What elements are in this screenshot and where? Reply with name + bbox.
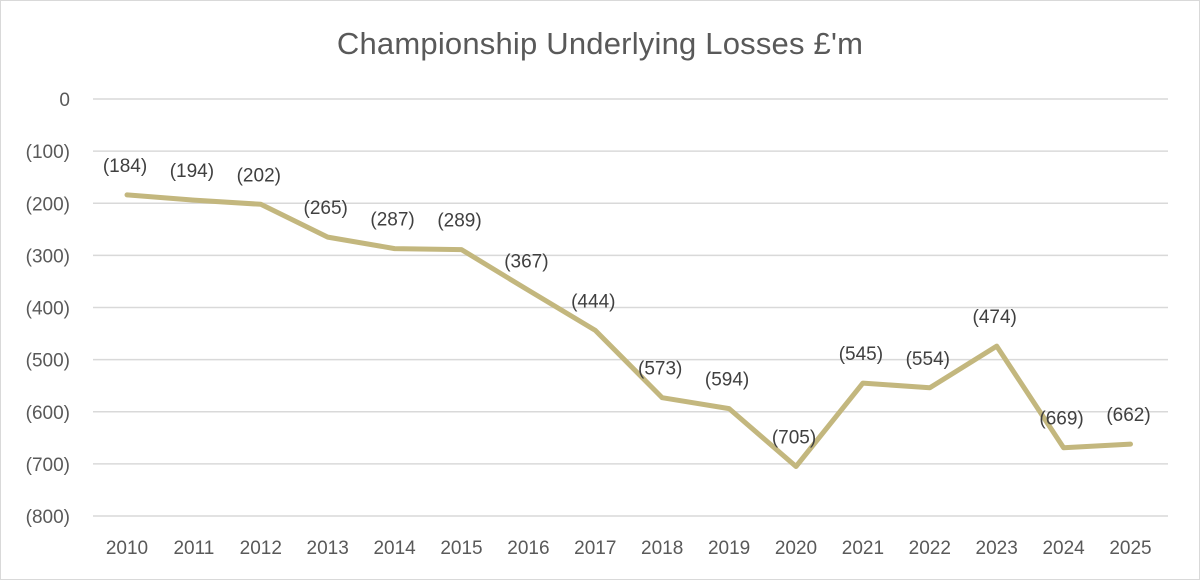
x-tick-label: 2025: [1109, 538, 1151, 559]
x-tick-label: 2015: [440, 538, 482, 559]
y-tick-label: (400): [26, 299, 70, 320]
x-axis-tick-labels: 2010 2011 2012 2013 2014 2015 2016 2017 2018 2019…: [106, 538, 1152, 559]
data-label: (573): [638, 359, 682, 380]
data-label: (594): [705, 370, 749, 391]
x-tick-label: 2023: [976, 538, 1018, 559]
data-point: [1129, 443, 1132, 446]
data-point: [728, 407, 731, 410]
y-tick-label: 0: [59, 90, 70, 111]
y-axis-tick-labels: 0 (100) (200) (300) (400) (500) (600) (700) (800…: [26, 90, 70, 528]
y-tick-label: (800): [26, 507, 70, 528]
data-point: [795, 465, 797, 468]
data-label: (184): [103, 156, 147, 177]
data-point: [995, 345, 998, 348]
x-tick-label: 2017: [574, 538, 616, 559]
data-point: [527, 289, 530, 292]
chart-title: Championship Underlying Losses £'m: [336, 26, 864, 61]
data-label: (194): [170, 161, 214, 182]
data-label: (289): [437, 211, 481, 232]
y-tick-label: (300): [26, 246, 70, 267]
data-point: [928, 386, 931, 389]
data-point: [1062, 446, 1065, 449]
gridlines: [93, 98, 1168, 517]
data-point: [192, 199, 195, 202]
series-line: [124, 192, 1133, 469]
data-label: (545): [839, 344, 883, 365]
data-label: (287): [370, 210, 414, 231]
data-label: (202): [237, 165, 281, 186]
y-tick-label: (200): [26, 194, 70, 215]
x-tick-label: 2021: [842, 538, 884, 559]
data-point: [661, 396, 664, 399]
data-label: (444): [571, 291, 615, 312]
y-tick-label: (700): [26, 455, 70, 476]
x-tick-label: 2012: [240, 538, 282, 559]
data-point: [126, 193, 128, 196]
data-point: [326, 236, 329, 239]
data-label: (265): [304, 198, 348, 219]
data-label: (705): [772, 427, 816, 448]
data-label: (474): [973, 307, 1017, 328]
x-tick-label: 2020: [775, 538, 817, 559]
x-tick-label: 2013: [307, 538, 349, 559]
data-label: (669): [1039, 409, 1083, 430]
data-point: [594, 329, 597, 332]
y-tick-label: (600): [26, 403, 70, 424]
data-label: (554): [906, 349, 950, 370]
x-tick-label: 2024: [1042, 538, 1085, 559]
y-tick-label: (500): [26, 351, 70, 372]
y-tick-label: (100): [26, 142, 70, 163]
x-tick-label: 2019: [708, 538, 750, 559]
series-group: [124, 192, 1133, 469]
x-tick-label: 2010: [106, 538, 148, 559]
data-labels: (184) (194) (202) (265) (287) (289) (367) (444)…: [103, 156, 1151, 449]
data-point: [460, 248, 463, 251]
x-tick-label: 2011: [173, 538, 214, 559]
x-tick-label: 2014: [373, 538, 416, 559]
data-point: [861, 382, 864, 385]
data-label: (367): [504, 251, 548, 272]
x-tick-label: 2022: [909, 538, 951, 559]
data-label: (662): [1106, 405, 1150, 426]
data-point: [259, 203, 262, 206]
x-tick-label: 2016: [507, 538, 549, 559]
data-point: [393, 247, 396, 250]
x-tick-label: 2018: [641, 538, 683, 559]
